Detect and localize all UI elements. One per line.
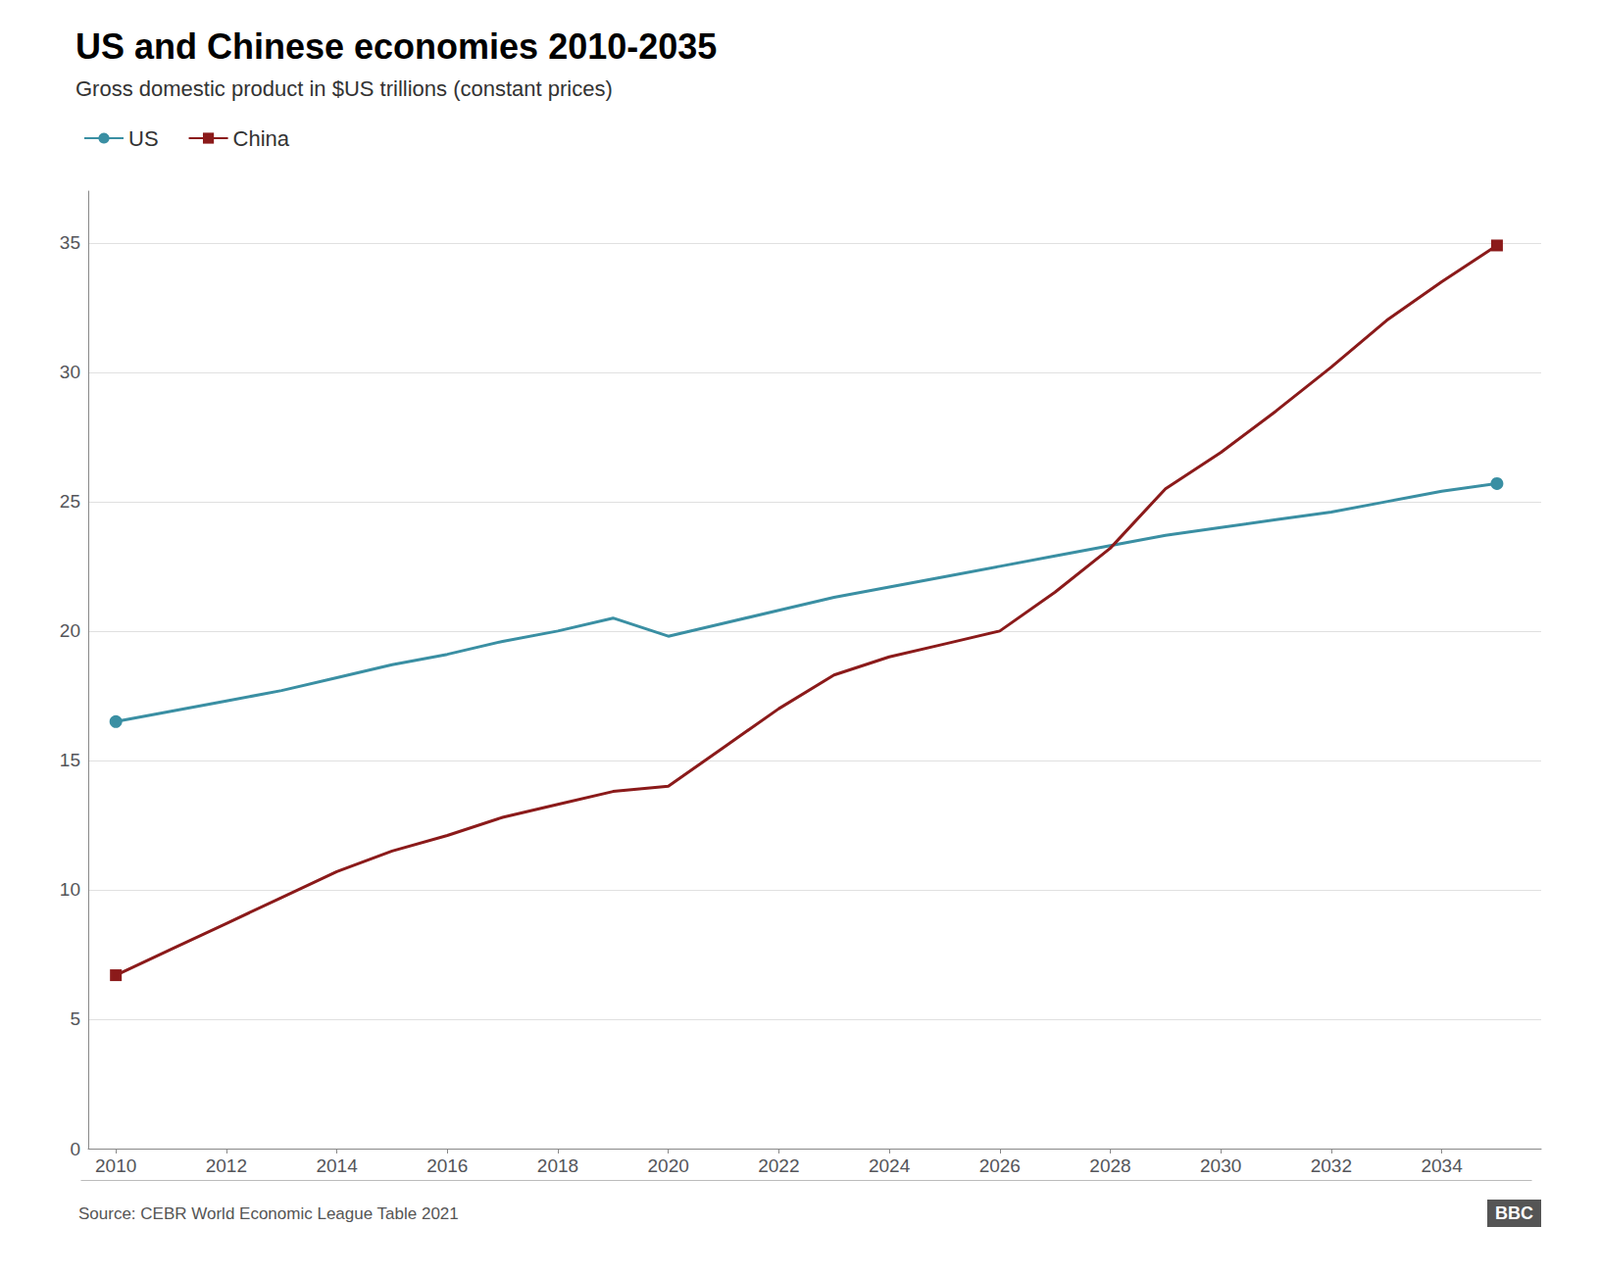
svg-text:35: 35 bbox=[59, 232, 81, 253]
svg-text:2028: 2028 bbox=[1089, 1155, 1131, 1177]
svg-text:2020: 2020 bbox=[648, 1155, 690, 1177]
svg-text:2030: 2030 bbox=[1200, 1155, 1242, 1177]
svg-text:0: 0 bbox=[69, 1139, 81, 1160]
svg-text:10: 10 bbox=[59, 879, 81, 900]
svg-text:30: 30 bbox=[59, 361, 81, 383]
svg-text:20: 20 bbox=[59, 620, 81, 642]
svg-text:25: 25 bbox=[59, 491, 81, 512]
svg-text:BBC: BBC bbox=[1495, 1203, 1534, 1224]
svg-text:2010: 2010 bbox=[95, 1155, 137, 1177]
svg-text:2012: 2012 bbox=[205, 1155, 248, 1177]
svg-text:2022: 2022 bbox=[757, 1155, 800, 1177]
svg-text:2014: 2014 bbox=[315, 1155, 358, 1177]
svg-text:China: China bbox=[233, 126, 291, 151]
svg-text:US and Chinese economies 2010-: US and Chinese economies 2010-2035 bbox=[75, 26, 717, 67]
svg-text:2024: 2024 bbox=[868, 1155, 911, 1177]
svg-text:2034: 2034 bbox=[1420, 1155, 1463, 1177]
svg-text:Source: CEBR World Economic Le: Source: CEBR World Economic League Table… bbox=[78, 1204, 459, 1224]
svg-text:5: 5 bbox=[69, 1008, 81, 1030]
svg-text:Gross domestic product in $US: Gross domestic product in $US trillions … bbox=[75, 76, 613, 101]
svg-text:2018: 2018 bbox=[537, 1155, 579, 1177]
svg-text:2032: 2032 bbox=[1310, 1155, 1352, 1177]
svg-text:15: 15 bbox=[59, 750, 81, 771]
svg-text:2016: 2016 bbox=[426, 1155, 468, 1177]
svg-text:US: US bbox=[128, 126, 159, 151]
svg-text:2026: 2026 bbox=[979, 1155, 1021, 1177]
